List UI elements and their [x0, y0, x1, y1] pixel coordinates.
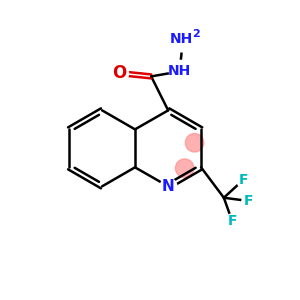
Circle shape [176, 159, 194, 177]
Text: 2: 2 [192, 28, 200, 39]
Text: N: N [162, 179, 175, 194]
Text: NH: NH [168, 64, 191, 78]
Text: F: F [227, 214, 237, 228]
Text: NH: NH [170, 32, 193, 46]
Text: F: F [244, 194, 254, 208]
Text: O: O [112, 64, 126, 82]
Text: F: F [239, 172, 248, 187]
Circle shape [185, 134, 204, 152]
